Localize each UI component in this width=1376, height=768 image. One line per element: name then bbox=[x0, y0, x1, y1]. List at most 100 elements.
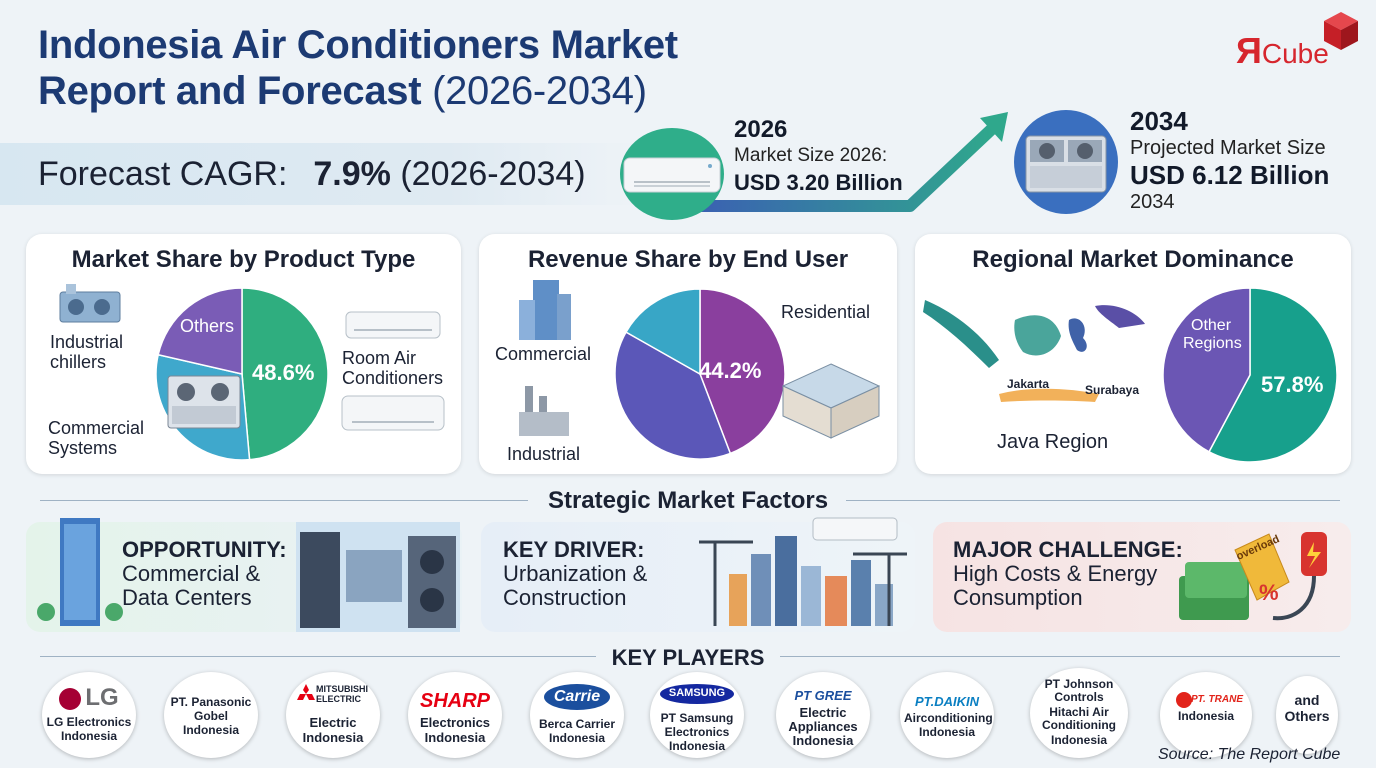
player-line-1: and bbox=[1294, 692, 1320, 708]
growth-arrow-icon bbox=[690, 112, 1008, 212]
start-label: Market Size 2026: bbox=[734, 145, 888, 166]
market-size-2034: 2034 Projected Market Size USD 6.12 Bill… bbox=[1130, 106, 1329, 214]
pie-slice-residential bbox=[699, 288, 786, 455]
label-others: Others bbox=[180, 316, 235, 336]
player-gree: PT GREE Electric Appliances Indonesia bbox=[776, 672, 870, 758]
player-line-1: Indonesia bbox=[1177, 709, 1234, 723]
cagr-years: (2026-2034) bbox=[400, 155, 586, 193]
player-line-2: Indonesia bbox=[60, 729, 117, 743]
market-size-2026: 2026 Market Size 2026: USD 3.20 Billion bbox=[734, 116, 903, 198]
player-line-1: Electric bbox=[309, 715, 357, 730]
player-line-2: Indonesia bbox=[918, 725, 975, 739]
challenge-head: MAJOR CHALLENGE: bbox=[953, 537, 1183, 562]
player-line-1: PT. Panasonic bbox=[170, 695, 252, 709]
player-line-3: Indonesia bbox=[792, 733, 854, 748]
player-daikin: PT.DAIKIN Airconditioning Indonesia bbox=[900, 672, 994, 758]
wall-ac-icon bbox=[341, 395, 445, 431]
chiller-icon bbox=[1025, 135, 1107, 193]
label-room-2: Conditioners bbox=[342, 368, 444, 388]
player-line-1: LG Electronics bbox=[46, 715, 132, 729]
commercial-unit-icon bbox=[167, 375, 241, 429]
player-line-1: Electronics bbox=[419, 715, 491, 730]
player-line-2: Appliances bbox=[788, 719, 858, 734]
cube-icon bbox=[1324, 12, 1358, 50]
end-sub: 2034 bbox=[1130, 191, 1175, 213]
cagr-label: Forecast CAGR: bbox=[38, 155, 288, 193]
pie-slice-java-region bbox=[1208, 287, 1338, 463]
label-other-1: Other bbox=[1191, 317, 1232, 334]
player-line-1: Electric bbox=[799, 705, 847, 720]
end-value: USD 6.12 Billion bbox=[1130, 160, 1330, 190]
page-title: Indonesia Air Conditioners Market Report… bbox=[38, 22, 798, 114]
label-java: Java Region bbox=[997, 431, 1109, 453]
card-title: Regional Market Dominance bbox=[972, 246, 1294, 273]
brand-carrier: Carrie bbox=[553, 688, 601, 705]
player-samsung: SAMSUNG PT Samsung Electronics Indonesia bbox=[650, 672, 744, 758]
section-title-key-players: KEY PLAYERS bbox=[611, 645, 765, 670]
player-line-2: Indonesia bbox=[302, 730, 364, 745]
chiller-badge bbox=[1014, 110, 1118, 214]
cost-energy-icon bbox=[1179, 532, 1327, 621]
pie-slice-industrial bbox=[625, 288, 701, 376]
label-room-1: Room Air bbox=[342, 348, 417, 368]
divider-right bbox=[846, 500, 1340, 501]
driver-line-2: Construction bbox=[503, 585, 627, 610]
label-industrial: Industrial bbox=[507, 444, 581, 464]
title-line-2: Report and Forecast bbox=[38, 69, 422, 113]
pie-end-user bbox=[614, 288, 786, 460]
player-line-3: Indonesia bbox=[1050, 733, 1107, 747]
challenge-line-1: High Costs & Energy bbox=[953, 561, 1158, 586]
factory-icon bbox=[519, 386, 569, 436]
player-line-1: Berca Carrier bbox=[538, 717, 616, 731]
brand-samsung: SAMSUNG bbox=[668, 687, 726, 699]
card-product-type: Market Share by Product Type Others 48.6… bbox=[26, 234, 461, 474]
player-line-1: PT Samsung bbox=[660, 711, 734, 725]
end-year: 2034 bbox=[1130, 106, 1188, 136]
pie-slice-other-regions bbox=[1162, 287, 1251, 453]
driver-head: KEY DRIVER: bbox=[503, 537, 645, 562]
driver-line-1: Urbanization & bbox=[503, 561, 648, 586]
data-center-icon bbox=[296, 522, 460, 632]
opportunity-line-2: Data Centers bbox=[122, 585, 252, 610]
player-line-1: Airconditioning bbox=[904, 711, 993, 725]
brand-logo: ЯCube bbox=[1236, 30, 1329, 72]
player-sharp: SHARP Electronics Indonesia bbox=[408, 672, 502, 758]
pie-slice-others bbox=[157, 287, 243, 375]
office-building-icon bbox=[519, 280, 571, 340]
challenge-line-2: Consumption bbox=[953, 585, 1083, 610]
opportunity-head: OPPORTUNITY: bbox=[122, 537, 287, 562]
pie-slice-room-air-conditioners bbox=[241, 287, 329, 461]
city-construction-icon bbox=[699, 517, 907, 626]
label-commercial-1: Commercial bbox=[48, 418, 145, 438]
pie-slice-commercial bbox=[614, 331, 732, 460]
start-value: USD 3.20 Billion bbox=[734, 170, 903, 195]
label-jakarta: Jakarta bbox=[1007, 377, 1050, 391]
factor-challenge: MAJOR CHALLENGE: High Costs & Energy Con… bbox=[933, 522, 1351, 632]
card-end-user: Revenue Share by End User 44.2% Commerci… bbox=[479, 234, 897, 474]
brand-gree: PT GREE bbox=[794, 688, 852, 703]
opportunity-line-1: Commercial & bbox=[122, 561, 261, 586]
player-lg: LG LG Electronics Indonesia bbox=[42, 672, 136, 758]
mitsubishi-diamonds-icon bbox=[297, 684, 315, 700]
player-line-2: Gobel bbox=[193, 709, 228, 723]
player-johnson-hitachi: PT Johnson Controls Hitachi Air Conditio… bbox=[1030, 668, 1128, 758]
brand-trane: PT. TRANE bbox=[1190, 694, 1244, 705]
label-other-2: Regions bbox=[1183, 335, 1242, 352]
label-industrial-2: chillers bbox=[50, 352, 107, 372]
label-surabaya: Surabaya bbox=[1085, 383, 1140, 397]
cagr-value: 7.9% bbox=[313, 155, 391, 193]
player-line-2: Indonesia bbox=[548, 731, 605, 745]
player-line-2: Others bbox=[1284, 708, 1330, 724]
factor-driver: KEY DRIVER: Urbanization & Construction bbox=[481, 517, 915, 632]
percent-tag: % bbox=[1259, 580, 1279, 605]
highlight-regional: 57.8% bbox=[1261, 372, 1324, 397]
player-carrier: Carrie Berca Carrier Indonesia bbox=[530, 672, 624, 758]
player-others: and Others bbox=[1276, 676, 1338, 754]
divider-left bbox=[40, 500, 528, 501]
title-years: (2026-2034) bbox=[432, 69, 647, 113]
player-panasonic: PT. Panasonic Gobel Indonesia bbox=[164, 672, 258, 758]
divider-kp-right bbox=[780, 656, 1340, 657]
logo-text: Cube bbox=[1261, 38, 1329, 69]
industrial-chiller-icon bbox=[59, 284, 121, 323]
brand-lg: LG bbox=[85, 684, 119, 711]
